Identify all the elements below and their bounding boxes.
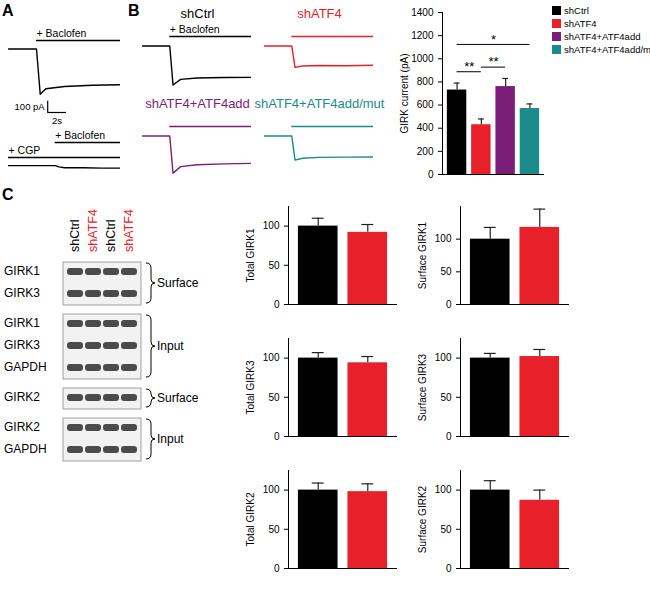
svg-text:100 pA: 100 pA xyxy=(15,101,46,112)
svg-text:Total GIRK1: Total GIRK1 xyxy=(245,228,256,282)
html-text:C: C xyxy=(2,186,14,203)
svg-text:Surface: Surface xyxy=(157,391,199,405)
html-text:shATF4+ATF4add shATF4+ATF4add/: shATF4+ATF4add shATF4+ATF4add/mut xyxy=(145,96,385,111)
svg-text:0: 0 xyxy=(274,431,280,442)
svg-text:Total GIRK2: Total GIRK2 xyxy=(245,492,256,546)
svg-text:50: 50 xyxy=(440,524,452,535)
svg-text:0: 0 xyxy=(274,299,280,310)
svg-text:Input: Input xyxy=(157,432,184,446)
svg-text:2s: 2s xyxy=(52,115,62,126)
svg-text:GIRK3: GIRK3 xyxy=(4,338,40,352)
svg-text:1400: 1400 xyxy=(411,7,434,18)
svg-text:GIRK current (pA): GIRK current (pA) xyxy=(399,53,410,133)
svg-text:GIRK2: GIRK2 xyxy=(4,420,40,434)
svg-text:Surface GIRK2: Surface GIRK2 xyxy=(417,485,428,553)
svg-text:100: 100 xyxy=(263,220,280,231)
svg-text:shATF4: shATF4 xyxy=(86,209,100,252)
svg-text:*: * xyxy=(491,32,496,47)
html-text:shATF4: shATF4 xyxy=(297,6,342,21)
svg-text:GIRK3: GIRK3 xyxy=(4,286,40,300)
svg-text:+ CGP: + CGP xyxy=(9,144,41,156)
html-text:shATF4+ATF4add: shATF4+ATF4add xyxy=(564,31,641,42)
svg-text:Total GIRK3: Total GIRK3 xyxy=(245,360,256,414)
svg-text:0: 0 xyxy=(428,169,434,180)
svg-text:GIRK1: GIRK1 xyxy=(4,264,40,278)
svg-text:50: 50 xyxy=(268,392,280,403)
svg-text:50: 50 xyxy=(268,524,280,535)
svg-text:+ Baclofen: + Baclofen xyxy=(55,129,105,141)
svg-text:0: 0 xyxy=(446,563,452,574)
svg-text:shCtrl: shCtrl xyxy=(68,219,82,252)
svg-text:+ Baclofen: + Baclofen xyxy=(37,27,87,39)
svg-text:400: 400 xyxy=(417,122,434,133)
html-text:A: A xyxy=(2,2,14,19)
svg-text:50: 50 xyxy=(440,392,452,403)
html-text:B: B xyxy=(128,2,140,19)
svg-text:100: 100 xyxy=(435,352,452,363)
svg-text:GAPDH: GAPDH xyxy=(4,442,47,456)
html-text:shCtrl: shCtrl xyxy=(564,5,589,16)
svg-text:Input: Input xyxy=(157,339,184,353)
svg-text:100: 100 xyxy=(435,484,452,495)
svg-text:**: ** xyxy=(488,54,498,69)
svg-text:100: 100 xyxy=(263,352,280,363)
svg-text:600: 600 xyxy=(417,99,434,110)
svg-text:GIRK1: GIRK1 xyxy=(4,316,40,330)
svg-text:1000: 1000 xyxy=(411,53,434,64)
svg-text:shCtrl: shCtrl xyxy=(104,219,118,252)
svg-text:0: 0 xyxy=(274,563,280,574)
svg-text:Surface GIRK1: Surface GIRK1 xyxy=(417,221,428,289)
svg-text:GIRK2: GIRK2 xyxy=(4,390,40,404)
svg-text:800: 800 xyxy=(417,76,434,87)
svg-text:Surface GIRK3: Surface GIRK3 xyxy=(417,353,428,421)
svg-text:50: 50 xyxy=(268,260,280,271)
html-text:shATF4: shATF4 xyxy=(564,18,597,29)
svg-text:1200: 1200 xyxy=(411,30,434,41)
svg-text:50: 50 xyxy=(440,266,452,277)
svg-text:+ Baclofen: + Baclofen xyxy=(170,23,220,35)
svg-text:100: 100 xyxy=(435,233,452,244)
svg-text:0: 0 xyxy=(446,299,452,310)
svg-text:100: 100 xyxy=(263,484,280,495)
svg-text:**: ** xyxy=(464,59,474,74)
svg-text:Surface: Surface xyxy=(157,276,199,290)
svg-text:200: 200 xyxy=(417,146,434,157)
html-text:shCtrl: shCtrl xyxy=(180,6,215,21)
svg-text:0: 0 xyxy=(446,431,452,442)
svg-text:GAPDH: GAPDH xyxy=(4,360,47,374)
svg-text:shATF4: shATF4 xyxy=(122,209,136,252)
